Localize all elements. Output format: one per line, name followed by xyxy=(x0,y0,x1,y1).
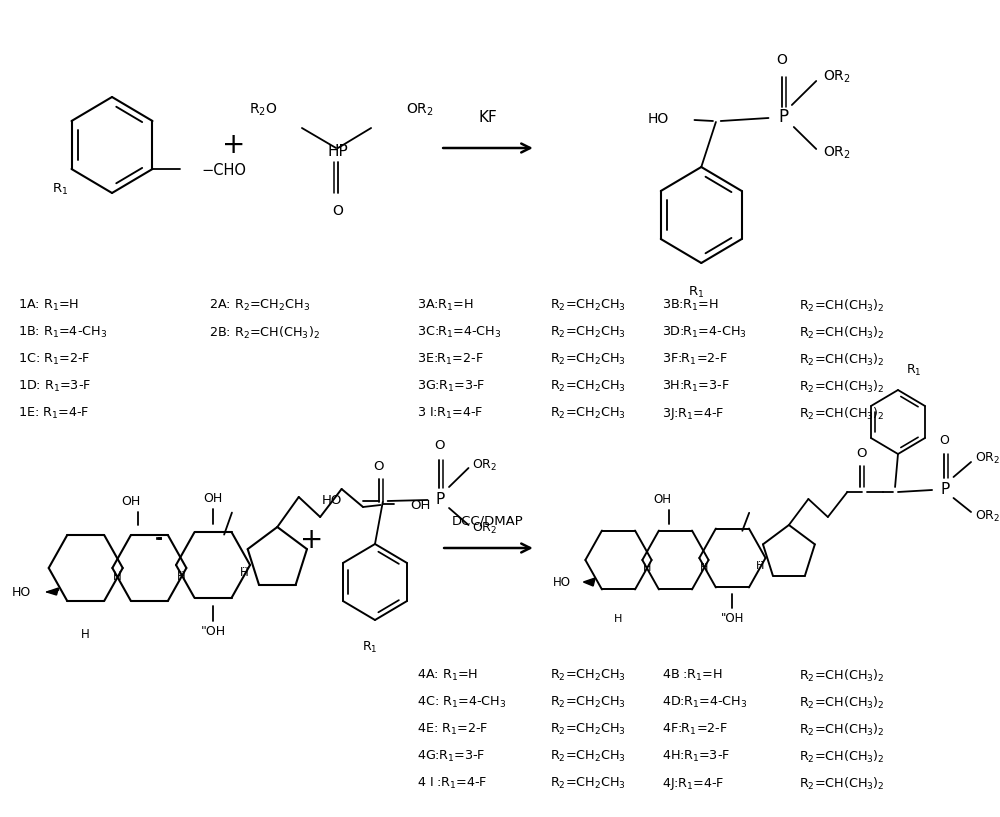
Text: P: P xyxy=(940,481,949,497)
Text: R$_2$=CH(CH$_3$)$_2$: R$_2$=CH(CH$_3$)$_2$ xyxy=(799,352,884,368)
Text: OR$_2$: OR$_2$ xyxy=(823,145,851,161)
Text: OH: OH xyxy=(653,493,671,506)
Text: HO: HO xyxy=(648,112,669,126)
Text: O: O xyxy=(777,53,788,67)
Text: HP: HP xyxy=(328,144,348,158)
Text: HO: HO xyxy=(321,493,342,507)
Text: HO: HO xyxy=(553,575,571,588)
Text: R$_2$=CH(CH$_3$)$_2$: R$_2$=CH(CH$_3$)$_2$ xyxy=(799,776,884,792)
Text: 3G:R$_1$=3-F: 3G:R$_1$=3-F xyxy=(417,379,485,394)
Polygon shape xyxy=(583,578,595,586)
Text: 4F:R$_1$=2-F: 4F:R$_1$=2-F xyxy=(662,722,728,737)
Text: OR$_2$: OR$_2$ xyxy=(472,520,498,536)
Text: OH: OH xyxy=(410,498,430,511)
Text: H: H xyxy=(113,569,122,583)
Text: 3E:R$_1$=2-F: 3E:R$_1$=2-F xyxy=(417,352,484,367)
Text: P: P xyxy=(778,108,788,126)
Text: 2B: R$_2$=CH(CH$_3$)$_2$: 2B: R$_2$=CH(CH$_3$)$_2$ xyxy=(209,325,320,342)
Text: 3H:R$_1$=3-F: 3H:R$_1$=3-F xyxy=(662,379,730,394)
Text: R$_2$=CH$_2$CH$_3$: R$_2$=CH$_2$CH$_3$ xyxy=(550,379,626,394)
Text: R$_2$=CH(CH$_3$)$_2$: R$_2$=CH(CH$_3$)$_2$ xyxy=(799,298,884,314)
Text: O: O xyxy=(857,447,867,460)
Text: R$_2$=CH(CH$_3$)$_2$: R$_2$=CH(CH$_3$)$_2$ xyxy=(799,668,884,684)
Text: +: + xyxy=(300,526,323,554)
Text: R$_1$: R$_1$ xyxy=(52,182,68,197)
Text: OR$_2$: OR$_2$ xyxy=(823,69,851,85)
Text: O: O xyxy=(333,204,343,218)
Text: R$_2$=CH$_2$CH$_3$: R$_2$=CH$_2$CH$_3$ xyxy=(550,298,626,313)
Text: Ḧ: Ḧ xyxy=(240,566,249,579)
Text: OR$_2$: OR$_2$ xyxy=(975,508,1000,524)
Text: 1B: R$_1$=4-CH$_3$: 1B: R$_1$=4-CH$_3$ xyxy=(18,325,107,340)
Text: R$_2$O: R$_2$O xyxy=(249,102,278,118)
Text: 3D:R$_1$=4-CH$_3$: 3D:R$_1$=4-CH$_3$ xyxy=(662,325,747,340)
Text: 3B:R$_1$=H: 3B:R$_1$=H xyxy=(662,298,719,313)
Text: 3A:R$_1$=H: 3A:R$_1$=H xyxy=(417,298,473,313)
Text: H: H xyxy=(614,614,623,624)
Text: R$_2$=CH$_2$CH$_3$: R$_2$=CH$_2$CH$_3$ xyxy=(550,776,626,791)
Text: OR$_2$: OR$_2$ xyxy=(406,102,434,118)
Text: 4H:R$_1$=3-F: 4H:R$_1$=3-F xyxy=(662,749,731,764)
Text: R$_1$: R$_1$ xyxy=(688,285,705,300)
Text: "OH: "OH xyxy=(721,612,744,625)
Text: R$_2$=CH$_2$CH$_3$: R$_2$=CH$_2$CH$_3$ xyxy=(550,668,626,683)
Text: 3J:R$_1$=4-F: 3J:R$_1$=4-F xyxy=(662,406,725,422)
Text: Ḧ: Ḧ xyxy=(756,561,765,571)
Text: 4 I :R$_1$=4-F: 4 I :R$_1$=4-F xyxy=(417,776,487,791)
Text: +: + xyxy=(222,131,245,159)
Text: OR$_2$: OR$_2$ xyxy=(975,450,1000,466)
Text: P: P xyxy=(436,492,445,507)
Text: R$_2$=CH$_2$CH$_3$: R$_2$=CH$_2$CH$_3$ xyxy=(550,325,626,340)
Text: 4A: R$_1$=H: 4A: R$_1$=H xyxy=(417,668,478,683)
Text: H: H xyxy=(81,628,90,641)
Text: 1D: R$_1$=3-F: 1D: R$_1$=3-F xyxy=(18,379,91,394)
Text: R$_2$=CH(CH$_3$)$_2$: R$_2$=CH(CH$_3$)$_2$ xyxy=(799,379,884,395)
Text: R$_1$: R$_1$ xyxy=(362,640,378,655)
Text: Ḧ: Ḧ xyxy=(699,563,708,573)
Text: 3F:R$_1$=2-F: 3F:R$_1$=2-F xyxy=(662,352,728,367)
Text: 4D:R$_1$=4-CH$_3$: 4D:R$_1$=4-CH$_3$ xyxy=(662,695,748,710)
Text: OR$_2$: OR$_2$ xyxy=(472,458,498,472)
Text: 1E: R$_1$=4-F: 1E: R$_1$=4-F xyxy=(18,406,89,421)
Text: 3C:R$_1$=4-CH$_3$: 3C:R$_1$=4-CH$_3$ xyxy=(417,325,501,340)
Text: 4E: R$_1$=2-F: 4E: R$_1$=2-F xyxy=(417,722,488,737)
Text: R$_1$: R$_1$ xyxy=(906,363,921,378)
Text: 4C: R$_1$=4-CH$_3$: 4C: R$_1$=4-CH$_3$ xyxy=(417,695,506,710)
Text: "OH: "OH xyxy=(200,625,226,638)
Text: 1A: R$_1$=H: 1A: R$_1$=H xyxy=(18,298,79,313)
Text: Ḧ: Ḧ xyxy=(176,569,185,583)
Text: KF: KF xyxy=(479,110,497,125)
Text: R$_2$=CH$_2$CH$_3$: R$_2$=CH$_2$CH$_3$ xyxy=(550,722,626,737)
Text: R$_2$=CH(CH$_3$)$_2$: R$_2$=CH(CH$_3$)$_2$ xyxy=(799,695,884,711)
Text: R$_2$=CH$_2$CH$_3$: R$_2$=CH$_2$CH$_3$ xyxy=(550,695,626,710)
Text: OH: OH xyxy=(121,495,140,508)
Text: 1C: R$_1$=2-F: 1C: R$_1$=2-F xyxy=(18,352,90,367)
Text: DCC/DMAP: DCC/DMAP xyxy=(452,515,524,528)
Text: HO: HO xyxy=(12,586,31,599)
Text: 2A: R$_2$=CH$_2$CH$_3$: 2A: R$_2$=CH$_2$CH$_3$ xyxy=(209,298,311,313)
Text: R$_2$=CH(CH$_3$)$_2$: R$_2$=CH(CH$_3$)$_2$ xyxy=(799,406,884,422)
Text: R$_2$=CH(CH$_3$)$_2$: R$_2$=CH(CH$_3$)$_2$ xyxy=(799,722,884,738)
Text: R$_2$=CH$_2$CH$_3$: R$_2$=CH$_2$CH$_3$ xyxy=(550,352,626,367)
Text: R$_2$=CH$_2$CH$_3$: R$_2$=CH$_2$CH$_3$ xyxy=(550,406,626,421)
Text: R$_2$=CH$_2$CH$_3$: R$_2$=CH$_2$CH$_3$ xyxy=(550,749,626,764)
Text: OH: OH xyxy=(203,492,223,505)
Text: H: H xyxy=(642,563,651,573)
Text: R$_2$=CH(CH$_3$)$_2$: R$_2$=CH(CH$_3$)$_2$ xyxy=(799,325,884,342)
Text: O: O xyxy=(373,460,384,473)
Text: 4B :R$_1$=H: 4B :R$_1$=H xyxy=(662,668,723,683)
Text: O: O xyxy=(939,434,949,447)
Text: 4J:R$_1$=4-F: 4J:R$_1$=4-F xyxy=(662,776,725,792)
Text: −CHO: −CHO xyxy=(201,163,246,177)
Text: 3 I:R$_1$=4-F: 3 I:R$_1$=4-F xyxy=(417,406,483,421)
Text: O: O xyxy=(434,439,445,452)
Text: R$_2$=CH(CH$_3$)$_2$: R$_2$=CH(CH$_3$)$_2$ xyxy=(799,749,884,765)
Text: 4G:R$_1$=3-F: 4G:R$_1$=3-F xyxy=(417,749,485,764)
Polygon shape xyxy=(47,588,58,595)
